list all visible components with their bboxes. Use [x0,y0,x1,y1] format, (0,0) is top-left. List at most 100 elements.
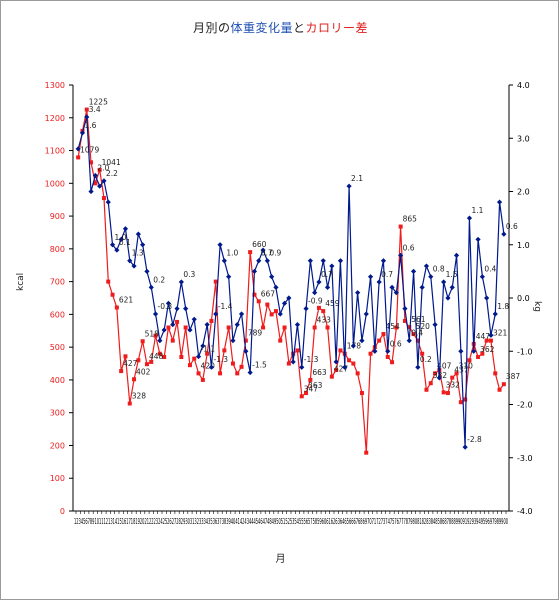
weight-point [187,327,192,332]
calorie-point [399,225,403,229]
weight-point [278,311,283,316]
y-left-tick-label: 800 [50,245,65,254]
calorie-data-label: 332 [446,380,461,389]
calorie-point [197,371,201,375]
weight-point [484,295,489,300]
calorie-point [364,451,368,455]
calorie-point [270,312,274,316]
calorie-point [188,363,192,367]
weight-point [493,311,498,316]
calorie-point [424,388,428,392]
weight-data-label: 0.6 [390,339,402,348]
weight-data-label: -1.3 [213,355,228,364]
y-right-tick-label: -2.0 [517,401,533,410]
weight-point [321,258,326,263]
weight-point [480,274,485,279]
calorie-point [145,362,149,366]
weight-point [454,253,459,258]
weight-point [239,311,244,316]
weight-point [196,354,201,359]
weight-point [248,370,253,375]
weight-point [230,338,235,343]
y-right-tick-label: 0.0 [517,294,530,303]
calorie-data-label: 427 [334,365,349,374]
weight-data-label: 1.5 [446,270,458,279]
weight-data-label: 3.4 [89,105,101,114]
calorie-data-label: 402 [136,367,151,376]
calorie-point [119,369,123,373]
weight-data-label: 2.2 [106,169,118,178]
y-left-tick-label: 1300 [45,81,65,90]
weight-data-label: 2.1 [351,174,363,183]
weight-point [157,338,162,343]
weight-point [458,349,463,354]
weight-point [329,263,334,268]
weight-data-label: 0.6 [506,222,518,231]
calorie-data-label: 387 [506,372,521,381]
calorie-point [240,365,244,369]
y-left-tick-label: 1100 [45,147,65,156]
y-right-tick-label: -4.0 [517,507,533,516]
weight-point [364,311,369,316]
calorie-data-label: 663 [312,368,327,377]
weight-point [183,306,188,311]
calorie-point [171,339,175,343]
weight-point [445,295,450,300]
calorie-point [317,306,321,310]
calorie-point [476,355,480,359]
weight-point [291,359,296,364]
calorie-point [287,362,291,366]
calorie-data-label: 433 [317,315,332,324]
calorie-point [132,377,136,381]
calorie-point [351,362,355,366]
weight-point [312,290,317,295]
weight-data-label: -1.4 [218,302,233,311]
weight-point [226,274,231,279]
weight-point [235,322,240,327]
calorie-data-label: 447 [476,332,491,341]
weight-point [411,269,416,274]
weight-point [497,200,502,205]
weight-data-label: 0.6 [403,243,415,252]
calorie-point [184,325,188,329]
weight-data-label: 0.7 [321,270,333,279]
weight-point [144,269,149,274]
weight-point [174,306,179,311]
weight-point [475,237,480,242]
calorie-point [442,390,446,394]
weight-point [265,258,270,263]
calorie-data-label: 362 [480,345,495,354]
y-right-tick-label: -1.0 [517,347,533,356]
calorie-data-label: 518 [145,329,160,338]
calorie-data-label: 321 [493,329,508,338]
weight-data-label: 1.3 [132,249,144,258]
weight-point [346,184,351,189]
y-right-tick-label: 2.0 [517,188,530,197]
calorie-data-label: 328 [132,392,147,401]
weight-data-label: 0.1 [119,238,131,247]
weight-point [424,263,429,268]
calorie-point [390,360,394,364]
weight-point [308,258,313,263]
weight-point [256,258,261,263]
weight-point [179,279,184,284]
weight-data-label: -0.9 [308,297,323,306]
y-left-tick-label: 0 [60,507,65,516]
calorie-data-label: 459 [325,299,340,308]
weight-data-label: -0.3 [158,302,173,311]
calorie-point [493,371,497,375]
weight-point [269,274,274,279]
weight-point [450,285,455,290]
calorie-data-label: 667 [261,289,276,298]
weight-point [295,322,300,327]
y-left-tick-label: 100 [50,474,65,483]
calorie-point [123,354,127,358]
calorie-point [347,358,351,362]
calorie-point [321,309,325,313]
y-left-tick-label: 1200 [45,114,65,123]
weight-point [299,365,304,370]
calorie-point [377,339,381,343]
weight-data-label: -2.8 [467,435,482,444]
weight-point [325,285,330,290]
calorie-point [166,325,170,329]
